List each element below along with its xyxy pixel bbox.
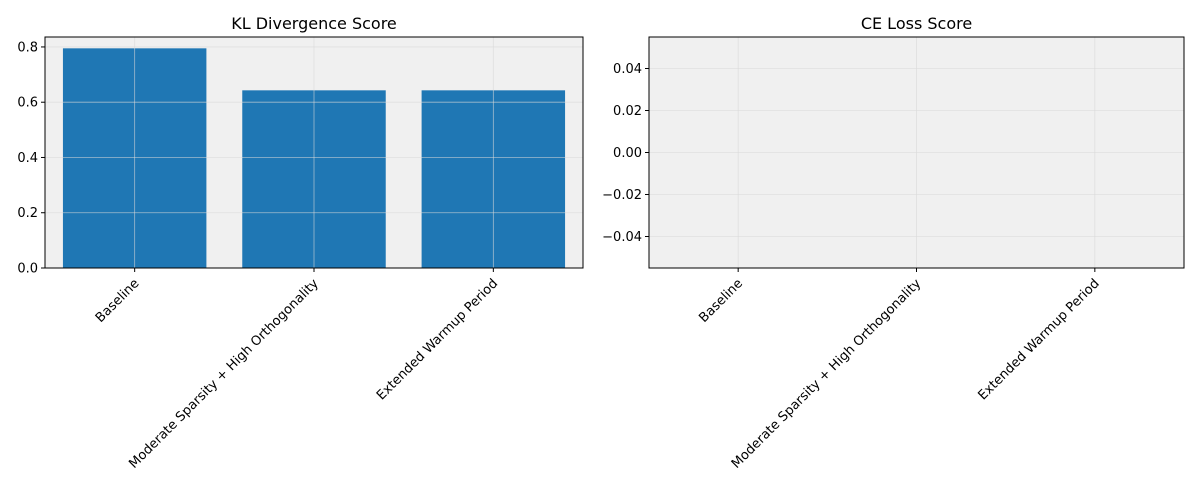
y-tick-label: 0.4 [17, 151, 38, 166]
y-tick-label: 0.2 [17, 206, 38, 221]
y-tick-label: 0.6 [17, 96, 38, 111]
x-tick-label: Baseline [93, 276, 143, 326]
y-tick-label: 0.00 [613, 146, 642, 161]
y-tick-label: 0.02 [613, 104, 642, 119]
x-tick-label: Extended Warmup Period [374, 276, 501, 403]
chart-title: KL Divergence Score [231, 14, 397, 33]
x-tick-label: Moderate Sparsity + High Orthogonality [126, 276, 322, 472]
y-tick-label: 0.8 [17, 40, 38, 55]
chart-title: CE Loss Score [861, 14, 972, 33]
y-tick-label: −0.02 [602, 188, 642, 203]
y-tick-label: 0.0 [17, 262, 38, 277]
y-tick-label: 0.04 [613, 62, 642, 77]
y-tick-label: −0.04 [602, 230, 642, 245]
x-tick-label: Baseline [696, 276, 746, 326]
x-tick-label: Moderate Sparsity + High Orthogonality [729, 276, 925, 472]
x-tick-label: Extended Warmup Period [976, 276, 1103, 403]
